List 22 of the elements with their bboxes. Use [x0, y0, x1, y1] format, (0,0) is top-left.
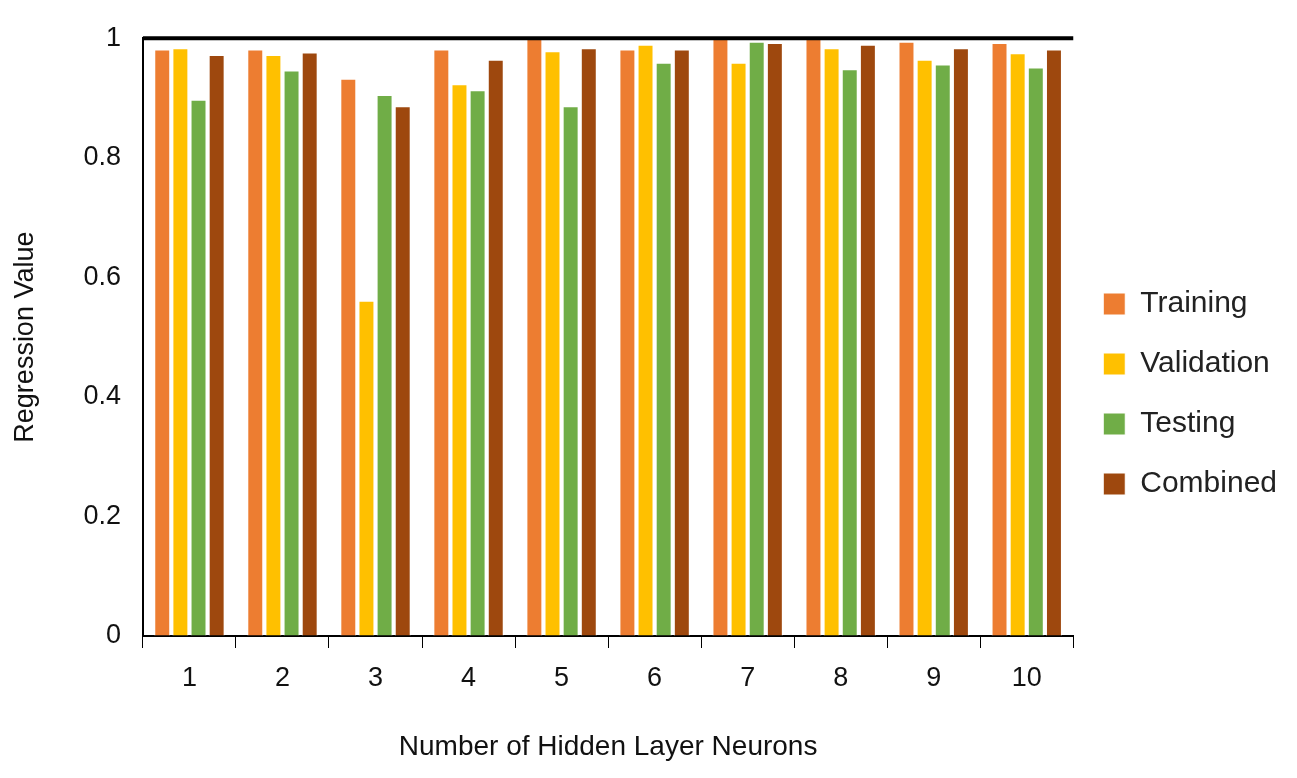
y-tick-label: 0.8: [83, 141, 121, 172]
y-tick-label: 0.2: [83, 499, 121, 530]
x-tick-label: 1: [181, 661, 197, 692]
y-tick-label: 1: [105, 21, 121, 52]
legend-label: Combined: [1140, 465, 1278, 499]
y-tick-label: 0.4: [83, 380, 121, 411]
x-tick-label: 9: [926, 661, 942, 692]
x-tick-label: 5: [554, 661, 570, 692]
x-tick-label: 10: [1011, 661, 1042, 692]
y-tick-label: 0.6: [83, 260, 121, 291]
legend-label: Training: [1140, 285, 1248, 319]
legend-label: Validation: [1140, 345, 1270, 379]
y-tick-label: 0: [105, 619, 121, 650]
x-tick-label: 4: [461, 661, 477, 692]
x-tick-label: 3: [368, 661, 384, 692]
x-tick-label: 6: [647, 661, 663, 692]
x-tick-label: 8: [833, 661, 849, 692]
y-axis-title: Regression Value: [8, 231, 39, 443]
legend-label: Testing: [1140, 405, 1236, 439]
x-axis-title: Number of Hidden Layer Neurons: [398, 729, 818, 761]
x-tick-label: 7: [740, 661, 756, 692]
x-tick-label: 2: [274, 661, 290, 692]
